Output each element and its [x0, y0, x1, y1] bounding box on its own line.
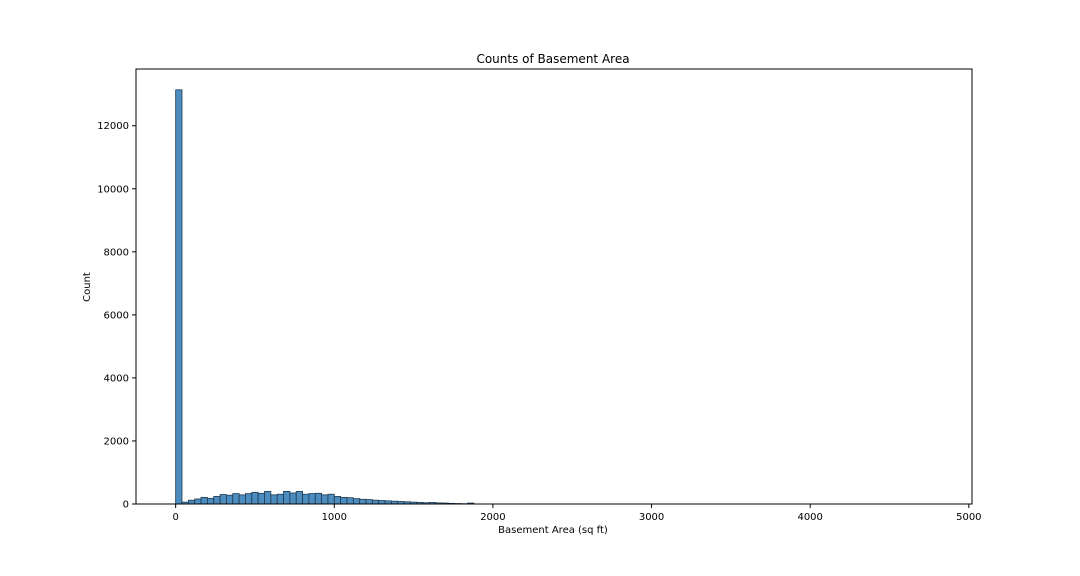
histogram-bar — [219, 494, 227, 505]
histogram-bar — [245, 493, 253, 505]
y-tick-label: 8000 — [104, 247, 129, 258]
histogram-bar — [283, 490, 291, 505]
histogram-bar — [232, 493, 240, 505]
histogram-bar — [276, 493, 284, 505]
x-tick-label: 1000 — [322, 512, 347, 523]
plot-frame — [135, 68, 973, 505]
histogram-bar — [194, 498, 202, 505]
histogram-bar — [327, 493, 335, 505]
x-tick-label: 4000 — [797, 512, 822, 523]
histogram-bar — [378, 500, 386, 505]
y-axis-label: Count — [82, 272, 93, 302]
histogram-bar — [238, 494, 246, 505]
histogram-bar — [340, 496, 348, 505]
histogram-bar — [308, 493, 316, 505]
y-tick-label: 10000 — [97, 184, 129, 195]
histogram-bar — [321, 494, 329, 505]
y-tick-label: 6000 — [104, 310, 129, 321]
x-axis-label: Basement Area (sq ft) — [498, 525, 608, 536]
y-tick-label: 0 — [123, 500, 129, 511]
y-tick-label: 2000 — [104, 436, 129, 447]
histogram-bar — [175, 89, 183, 505]
histogram-bar — [226, 494, 234, 505]
y-axis: 0 2000 4000 6000 8000 10000 12000 — [97, 121, 136, 511]
x-axis: 0 1000 2000 3000 4000 5000 — [172, 504, 982, 523]
histogram-bar — [359, 498, 367, 505]
x-tick-label: 3000 — [639, 512, 664, 523]
histogram-bar — [346, 497, 354, 505]
histogram-bar — [289, 492, 297, 505]
histogram-bar — [213, 496, 221, 505]
histogram-bar — [302, 493, 310, 505]
histogram-bar — [365, 499, 373, 505]
y-tick-label: 12000 — [97, 121, 129, 132]
histogram-bar — [333, 496, 342, 505]
histogram-bar — [264, 490, 272, 505]
x-tick-label: 5000 — [956, 512, 981, 523]
chart-title: Counts of Basement Area — [476, 52, 629, 66]
histogram-bar — [295, 490, 303, 505]
histogram-bar — [314, 492, 323, 505]
bars-group — [175, 89, 475, 505]
y-tick-label: 4000 — [104, 373, 129, 384]
x-tick-label: 2000 — [480, 512, 505, 523]
histogram-bar — [352, 498, 361, 505]
histogram-bar — [200, 496, 208, 505]
histogram-bar — [251, 491, 259, 505]
x-tick-label: 0 — [172, 512, 178, 523]
histogram-bar — [187, 499, 196, 505]
histogram-bar — [206, 497, 215, 505]
histogram-bar — [270, 494, 278, 505]
histogram-bar — [257, 492, 265, 505]
histogram-bar — [371, 499, 380, 505]
